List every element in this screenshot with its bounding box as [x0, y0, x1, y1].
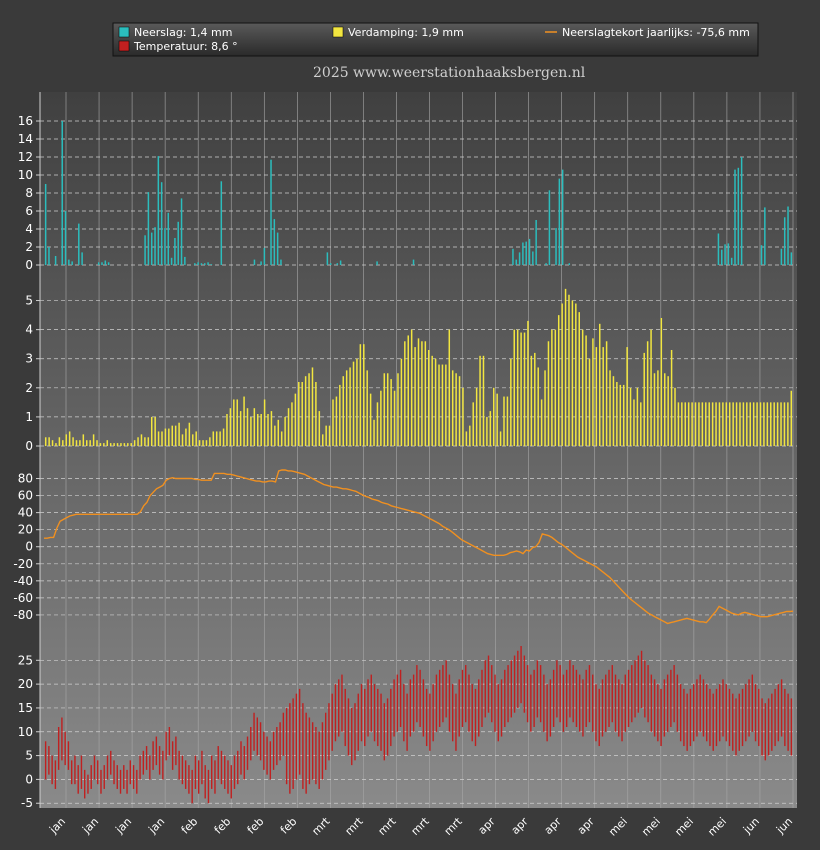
y-tick-label: 40 [18, 506, 33, 520]
legend-label-neerslagtekort: Neerslagtekort jaarlijks: -75,6 mm [562, 26, 750, 39]
legend-label-verdamping: Verdamping: 1,9 mm [348, 26, 464, 39]
y-tick-label: -5 [21, 796, 33, 810]
y-tick-label: 4 [25, 323, 33, 337]
y-tick-label: 3 [25, 352, 33, 366]
y-tick-label: 14 [18, 132, 33, 146]
y-tick-label: 10 [18, 168, 33, 182]
y-tick-label: 20 [18, 523, 33, 537]
y-tick-label: 8 [25, 186, 33, 200]
y-tick-label: 2 [25, 381, 33, 395]
y-tick-label: -20 [13, 557, 33, 571]
legend-swatch-neerslag [118, 26, 130, 38]
y-tick-label: 5 [25, 749, 33, 763]
y-tick-label: 20 [18, 677, 33, 691]
marks-layer [44, 121, 794, 804]
y-tick-label: 2 [25, 240, 33, 254]
legend-label-neerslag: Neerslag: 1,4 mm [134, 26, 232, 39]
y-tick-label: 0 [25, 540, 33, 554]
legend: Neerslag: 1,4 mm Verdamping: 1,9 mm Neer… [112, 22, 759, 57]
chart-title-year: 2025 [313, 65, 349, 81]
legend-label-temperatuur: Temperatuur: 8,6 ° [133, 40, 238, 53]
y-tick-label: 4 [25, 222, 33, 236]
y-tick-label: -80 [13, 608, 33, 622]
y-tick-label: 25 [18, 653, 33, 667]
y-tick-label: 16 [18, 114, 33, 128]
line-neerslagtekort [44, 469, 794, 625]
y-tick-label: 1 [25, 410, 33, 424]
y-tick-label: -40 [13, 574, 33, 588]
y-tick-label: 80 [18, 472, 33, 486]
y-tick-label: 12 [18, 150, 33, 164]
y-tick-label: 6 [25, 204, 33, 218]
y-tick-label: 0 [25, 772, 33, 786]
y-tick-label: 0 [25, 439, 33, 453]
y-tick-label: -60 [13, 591, 33, 605]
y-tick-label: 15 [18, 701, 33, 715]
y-tick-label: 10 [18, 725, 33, 739]
chart-title-site: www.weerstationhaaksbergen.nl [353, 65, 586, 81]
legend-swatch-verdamping [332, 26, 344, 38]
y-tick-label: 60 [18, 489, 33, 503]
legend-swatch-temperatuur [118, 40, 130, 52]
legend-box [112, 22, 759, 57]
y-tick-label: 5 [25, 294, 33, 308]
y-tick-label: 0 [25, 258, 33, 272]
